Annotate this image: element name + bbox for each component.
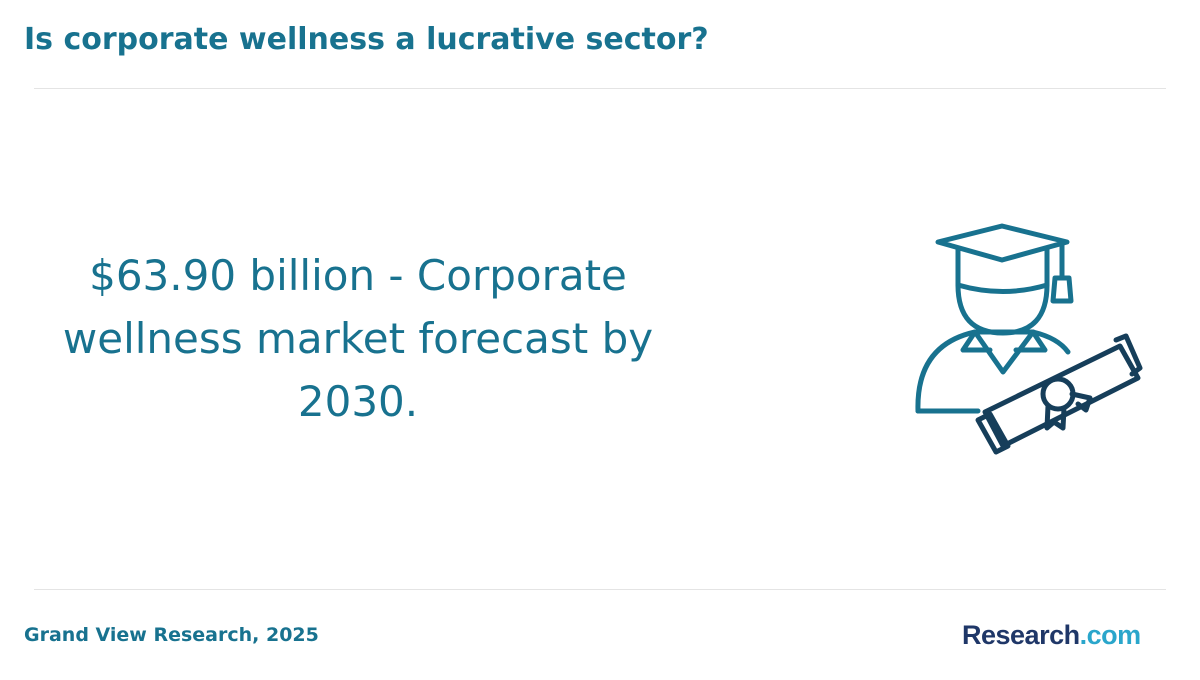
logo-suffix: .com xyxy=(1079,620,1142,650)
brand-logo: Research.com xyxy=(962,620,1141,651)
logo-name: Research xyxy=(962,620,1080,650)
source-credit: Grand View Research, 2025 xyxy=(24,624,319,646)
divider xyxy=(34,88,1166,89)
graduate-icon xyxy=(915,223,1143,455)
page-title: Is corporate wellness a lucrative sector… xyxy=(24,22,709,57)
divider xyxy=(34,589,1166,590)
key-statement: $63.90 billion - Corporate wellness mark… xyxy=(62,251,654,426)
